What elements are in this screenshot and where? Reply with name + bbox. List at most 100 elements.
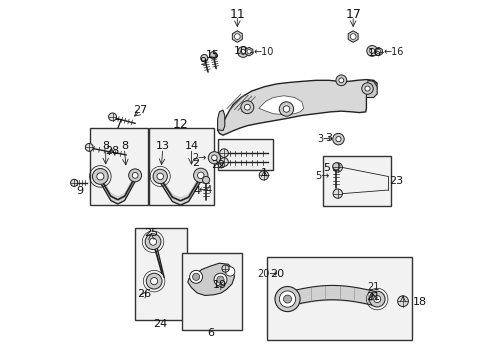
Text: 27: 27 xyxy=(132,105,146,115)
Circle shape xyxy=(145,234,161,249)
Text: ←10: ←10 xyxy=(253,46,274,57)
Polygon shape xyxy=(374,47,382,56)
Circle shape xyxy=(146,273,162,289)
Circle shape xyxy=(92,168,108,184)
Circle shape xyxy=(189,270,202,283)
Text: 10: 10 xyxy=(234,46,247,56)
Circle shape xyxy=(225,267,234,276)
Text: 9: 9 xyxy=(76,186,83,197)
Circle shape xyxy=(246,49,251,54)
Text: 2→: 2→ xyxy=(192,153,206,163)
Circle shape xyxy=(332,189,342,198)
Circle shape xyxy=(332,163,339,170)
Text: 14: 14 xyxy=(184,141,198,151)
Circle shape xyxy=(332,134,344,145)
Circle shape xyxy=(279,102,293,116)
Circle shape xyxy=(361,83,372,94)
Text: ←16: ←16 xyxy=(383,46,403,57)
Circle shape xyxy=(70,179,78,186)
Text: 21: 21 xyxy=(366,292,380,302)
Circle shape xyxy=(283,295,291,303)
Text: 18: 18 xyxy=(412,297,427,307)
Text: 12: 12 xyxy=(173,118,188,131)
Bar xyxy=(217,139,273,170)
Text: 9: 9 xyxy=(199,57,206,67)
Circle shape xyxy=(201,54,207,62)
Circle shape xyxy=(335,75,346,86)
Circle shape xyxy=(397,296,407,307)
Circle shape xyxy=(279,291,295,307)
Text: 8: 8 xyxy=(102,141,109,151)
Circle shape xyxy=(211,155,217,161)
Bar xyxy=(266,257,411,339)
Text: 23: 23 xyxy=(388,176,403,186)
Text: 1: 1 xyxy=(260,168,267,178)
Polygon shape xyxy=(258,96,303,115)
Text: 3→: 3→ xyxy=(316,134,330,144)
Text: 15: 15 xyxy=(206,50,220,60)
Polygon shape xyxy=(366,80,376,98)
Circle shape xyxy=(349,34,355,40)
Text: 16: 16 xyxy=(367,48,381,58)
Circle shape xyxy=(193,168,207,183)
Polygon shape xyxy=(187,263,234,296)
Text: 28: 28 xyxy=(104,146,119,156)
Circle shape xyxy=(85,143,93,151)
Circle shape xyxy=(192,273,199,280)
Bar xyxy=(135,228,187,320)
Circle shape xyxy=(274,287,300,312)
Circle shape xyxy=(376,49,380,54)
Circle shape xyxy=(283,106,289,112)
Circle shape xyxy=(150,278,157,285)
Bar xyxy=(90,128,147,205)
Polygon shape xyxy=(245,47,252,56)
Circle shape xyxy=(241,101,253,114)
Polygon shape xyxy=(347,31,357,42)
Text: 3: 3 xyxy=(325,133,332,143)
Circle shape xyxy=(128,169,142,182)
Text: 20: 20 xyxy=(269,269,284,279)
Circle shape xyxy=(373,296,380,303)
Circle shape xyxy=(217,276,224,283)
Bar xyxy=(322,156,390,206)
Circle shape xyxy=(244,104,250,110)
Circle shape xyxy=(366,45,377,56)
Text: 20→: 20→ xyxy=(257,269,277,279)
Text: 19: 19 xyxy=(213,280,227,290)
Circle shape xyxy=(219,149,228,157)
Text: 6: 6 xyxy=(207,328,214,338)
Circle shape xyxy=(335,136,340,142)
Circle shape xyxy=(157,173,163,180)
Circle shape xyxy=(364,86,369,91)
Bar xyxy=(149,128,214,205)
Circle shape xyxy=(132,172,138,178)
Circle shape xyxy=(197,172,203,179)
Text: 26: 26 xyxy=(137,289,151,299)
Text: 13: 13 xyxy=(155,141,169,151)
Text: 5: 5 xyxy=(323,163,330,173)
Circle shape xyxy=(237,46,248,57)
Text: 17: 17 xyxy=(345,8,360,21)
Circle shape xyxy=(369,49,374,53)
Text: 21: 21 xyxy=(366,282,379,292)
Text: 24: 24 xyxy=(153,319,167,329)
Circle shape xyxy=(222,265,228,272)
Text: 25: 25 xyxy=(144,228,158,238)
Text: 2: 2 xyxy=(192,158,199,168)
Bar xyxy=(182,253,242,330)
Circle shape xyxy=(234,34,240,40)
Text: 7: 7 xyxy=(115,118,123,131)
Circle shape xyxy=(149,238,156,245)
Polygon shape xyxy=(232,31,242,42)
Circle shape xyxy=(209,51,217,59)
Text: 22: 22 xyxy=(211,160,225,170)
Text: 5→: 5→ xyxy=(315,171,329,181)
Circle shape xyxy=(240,50,245,54)
Circle shape xyxy=(208,152,220,164)
Circle shape xyxy=(332,163,342,172)
Circle shape xyxy=(259,171,268,180)
Circle shape xyxy=(108,113,116,121)
Circle shape xyxy=(214,273,226,286)
Circle shape xyxy=(202,176,209,184)
Text: ←4: ←4 xyxy=(198,185,212,195)
